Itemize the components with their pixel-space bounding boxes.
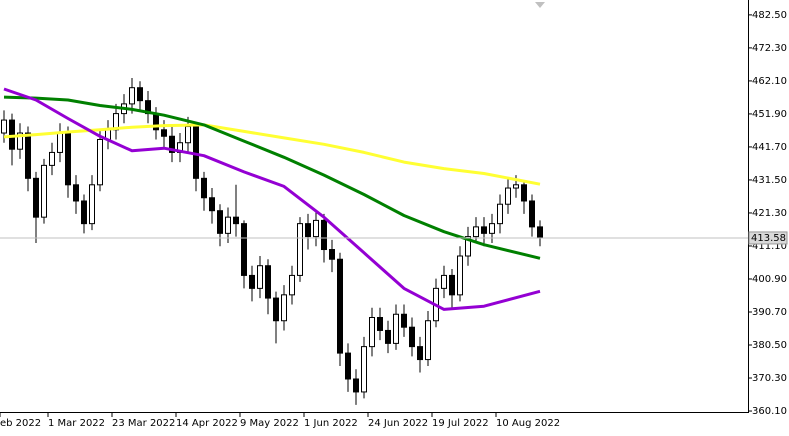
- last-price-label: 413.58: [751, 233, 786, 244]
- last-price-box: [748, 231, 788, 245]
- candle-body: [9, 119, 15, 150]
- candle-body: [89, 184, 95, 225]
- candle-body: [0, 119, 7, 134]
- candle-body: [417, 346, 423, 361]
- candle-body: [489, 223, 495, 234]
- candle-body: [65, 132, 71, 186]
- y-tick-label: 451.90: [752, 109, 787, 120]
- candle-body: [33, 177, 39, 218]
- candle-body: [345, 352, 351, 380]
- candle-body: [441, 274, 447, 289]
- candle-body: [385, 329, 391, 344]
- candle-body: [97, 138, 103, 186]
- candle-body: [81, 200, 87, 225]
- moving-average-line: [3, 95, 541, 260]
- candle-body: [225, 216, 231, 234]
- candle-body: [17, 132, 23, 150]
- candle-body: [353, 378, 359, 393]
- candle-body: [49, 151, 55, 166]
- candle-body: [505, 187, 511, 205]
- candle-body: [161, 129, 167, 137]
- x-tick-label: 9 May 2022: [240, 418, 299, 429]
- candle-body: [321, 219, 327, 251]
- candle-body: [185, 126, 191, 144]
- candle-body: [393, 313, 399, 344]
- candle-body: [57, 132, 63, 153]
- candle-body: [337, 258, 343, 354]
- candle-body: [217, 210, 223, 234]
- candle-body: [289, 274, 295, 296]
- candle-body: [313, 219, 319, 238]
- moving-average-line: [3, 87, 541, 311]
- y-tick-label: 400.90: [752, 274, 787, 285]
- candle-body: [201, 177, 207, 199]
- candle-body: [257, 265, 263, 289]
- x-tick-label: eb 2022: [0, 418, 41, 429]
- candle-body: [209, 197, 215, 212]
- x-tick-label: 19 Jul 2022: [432, 418, 489, 429]
- candle-body: [537, 226, 543, 239]
- candle-body: [457, 255, 463, 296]
- candle-body: [233, 216, 239, 225]
- candle-body: [241, 223, 247, 276]
- shift-marker: [535, 2, 545, 8]
- y-tick-label: 441.70: [752, 142, 787, 153]
- candle-body: [129, 87, 135, 105]
- y-tick-label: 462.10: [752, 76, 787, 87]
- candle-body: [73, 184, 79, 202]
- x-tick-label: 10 Aug 2022: [496, 418, 560, 429]
- plot-area: [0, 77, 543, 405]
- candle-body: [369, 316, 375, 348]
- y-tick-label: 431.50: [752, 175, 787, 186]
- x-tick-label: 1 Jun 2022: [304, 418, 358, 429]
- candle-body: [377, 316, 383, 331]
- candle-body: [449, 274, 455, 296]
- candle-body: [481, 226, 487, 234]
- candle-body: [305, 223, 311, 238]
- y-tick-label: 360.10: [752, 406, 787, 417]
- y-tick-label: 482.50: [752, 10, 787, 21]
- x-tick-label: 23 Mar 2022: [112, 418, 175, 429]
- candle-body: [473, 226, 479, 238]
- candle-body: [329, 249, 335, 260]
- candle-body: [529, 200, 535, 228]
- x-tick-label: 24 Jun 2022: [368, 418, 428, 429]
- candle-body: [521, 184, 527, 202]
- candle-body: [361, 346, 367, 393]
- candle-body: [137, 87, 143, 102]
- moving-average-line: [3, 123, 541, 186]
- candle-body: [513, 184, 519, 189]
- candle-body: [281, 294, 287, 322]
- y-tick-label: 472.30: [752, 43, 787, 54]
- candle-body: [273, 297, 279, 322]
- y-tick-label: 390.70: [752, 307, 787, 318]
- candle-body: [297, 223, 303, 276]
- candle-body: [41, 164, 47, 218]
- candle-body: [465, 236, 471, 257]
- candle-body: [425, 320, 431, 361]
- candle-body: [25, 132, 31, 179]
- y-tick-label: 411.10: [752, 241, 787, 252]
- candle-body: [401, 313, 407, 328]
- x-tick-label: 1 Mar 2022: [48, 418, 105, 429]
- y-tick-label: 421.30: [752, 208, 787, 219]
- candle-body: [409, 326, 415, 348]
- candle-body: [169, 135, 175, 153]
- y-tick-label: 370.30: [752, 373, 787, 384]
- x-tick-label: 14 Apr 2022: [176, 418, 238, 429]
- y-tick-label: 380.50: [752, 340, 787, 351]
- candle-body: [497, 203, 503, 225]
- candle-body: [265, 265, 271, 299]
- candle-body: [249, 274, 255, 289]
